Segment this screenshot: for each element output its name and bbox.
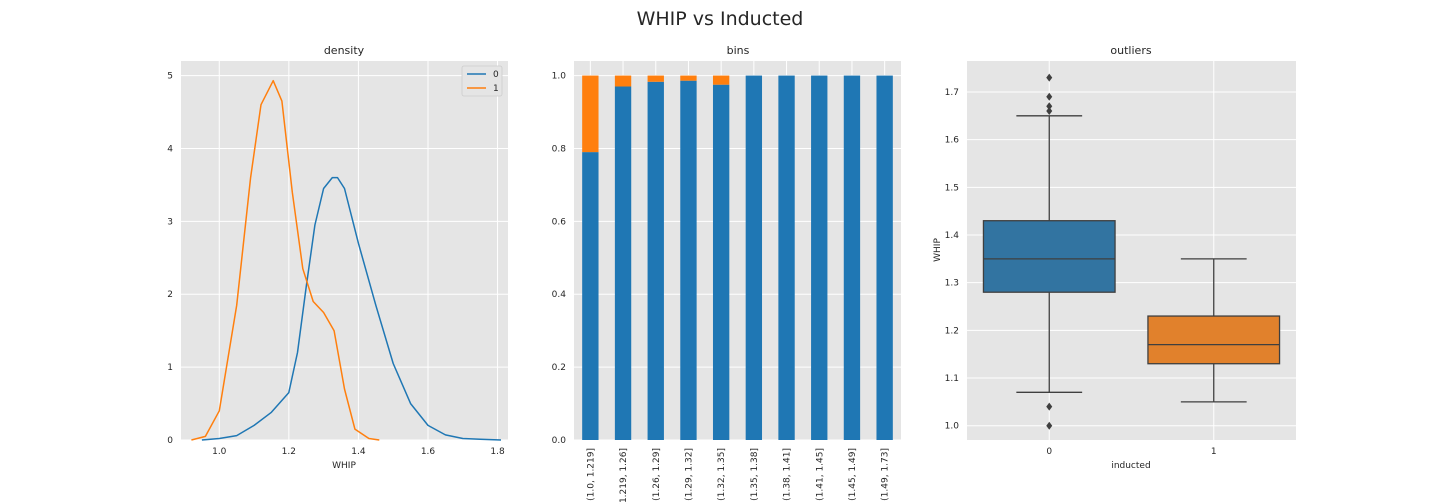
bins-bar-class-0	[614, 86, 632, 440]
outliers-plot-area: 1.0 1.1 1.2 1.3 1.4 1.5 1.6 1.7 0 1	[945, 61, 1296, 457]
box-outlier-point	[1046, 92, 1053, 101]
outliers-x-tick-label: 1	[1211, 447, 1217, 457]
bins-y-tick-label: 0.8	[552, 144, 567, 154]
outliers-y-tick-label: 1.5	[945, 183, 959, 193]
outliers-x-tick-label: 0	[1046, 447, 1052, 457]
box-outlier-point	[1046, 402, 1053, 411]
bins-y-tick-label: 0.0	[552, 436, 567, 446]
bins-bar-class-0	[647, 81, 664, 440]
density-y-tick-label: 2	[167, 290, 173, 300]
bins-bar-class-0	[680, 80, 697, 441]
bins-bar-class-0	[843, 75, 861, 441]
outliers-xlabel: inducted	[1111, 461, 1150, 471]
bins-title: bins	[727, 44, 750, 57]
box-outlier-point	[1046, 107, 1053, 116]
bins-bar-class-1	[647, 75, 664, 82]
outliers-y-tick-label: 1.7	[945, 88, 959, 98]
bins-x-tick-label: (1.32, 1.35]	[717, 448, 727, 501]
outliers-title: outliers	[1110, 44, 1151, 57]
density-title: density	[324, 44, 365, 57]
density-legend: 01	[461, 65, 503, 97]
box-outlier-point	[1046, 73, 1053, 82]
density-background	[181, 61, 508, 440]
bins-bar-class-1	[712, 75, 730, 85]
bins-bar-class-0	[811, 75, 828, 441]
outliers-y-tick-label: 1.6	[945, 136, 960, 146]
density-x-tick-label: 1.4	[351, 447, 366, 457]
bins-x-tick-label: (1.49, 1.73]	[881, 448, 891, 501]
bins-x-tick-label: (1.0, 1.219]	[586, 448, 596, 501]
density-line-class-1	[191, 79, 380, 441]
box-outlier-point	[1046, 102, 1053, 111]
density-y-tick-label: 5	[167, 72, 173, 82]
bins-x-tick-label: (1.29, 1.32]	[684, 448, 694, 501]
bins-x-tick-label: (1.219, 1.26]	[619, 448, 629, 504]
legend-label-class-1: 1	[493, 84, 499, 94]
outliers-panel: outliers inducted WHIP 1.01.11.21.31.41.…	[933, 44, 1296, 471]
density-y-tick-label: 3	[167, 217, 173, 227]
outliers-y-tick-label: 1.1	[945, 374, 959, 384]
density-line-class-0	[201, 176, 502, 441]
density-y-tick-label: 0	[167, 436, 173, 446]
bins-plot-area: 0.0 0.2 0.4 0.6 0.8 1.0 (1.0, 1.219] (1.219, 1.…	[552, 61, 901, 504]
bins-x-tick-label: (1.41, 1.45]	[815, 448, 825, 501]
density-x-tick-label: 1.6	[421, 447, 436, 457]
bins-bar-class-0	[745, 75, 763, 441]
box-outlier-point	[1046, 421, 1053, 430]
bins-bar-class-1	[680, 75, 697, 81]
bins-x-tick-label: (1.26, 1.29]	[652, 448, 662, 501]
outliers-y-tick-label: 1.4	[945, 231, 960, 241]
bins-y-tick-label: 0.2	[552, 363, 566, 373]
box-iqr-class-1	[1147, 315, 1281, 365]
outliers-ylabel: WHIP	[933, 238, 943, 262]
density-x-tick-label: 1.0	[212, 447, 227, 457]
density-y-tick-label: 1	[167, 363, 173, 373]
box-iqr-class-0	[982, 220, 1116, 293]
outliers-y-tick-label: 1.3	[945, 279, 959, 289]
bins-x-tick-label: (1.35, 1.38]	[750, 448, 760, 501]
bins-y-tick-label: 1.0	[552, 72, 567, 82]
bins-y-tick-label: 0.4	[552, 290, 567, 300]
bins-x-tick-label: (1.38, 1.41]	[783, 448, 793, 501]
outliers-y-tick-label: 1.2	[945, 326, 959, 336]
bins-x-tick-label: (1.45, 1.49]	[848, 448, 858, 501]
density-y-tick-label: 4	[167, 144, 173, 154]
bins-bar-class-0	[712, 84, 730, 440]
bins-bar-class-0	[778, 75, 795, 441]
density-x-tick-label: 1.8	[490, 447, 505, 457]
figure-title: WHIP vs Inducted	[637, 8, 804, 30]
density-xlabel: WHIP	[332, 461, 356, 471]
bins-bar-class-0	[876, 75, 893, 441]
density-x-tick-label: 1.2	[282, 447, 296, 457]
bins-bar-class-0	[582, 152, 599, 440]
bins-bar-class-1	[614, 75, 632, 87]
bins-y-tick-label: 0.6	[552, 217, 567, 227]
bins-panel: bins 0.0 0.2 0.4 0.6 0.8 1.0 (1.0, 1.219] (1.21…	[552, 44, 901, 504]
legend-label-class-0: 0	[493, 70, 499, 80]
outliers-y-tick-label: 1.0	[945, 422, 960, 432]
bins-bar-class-1	[582, 75, 599, 153]
